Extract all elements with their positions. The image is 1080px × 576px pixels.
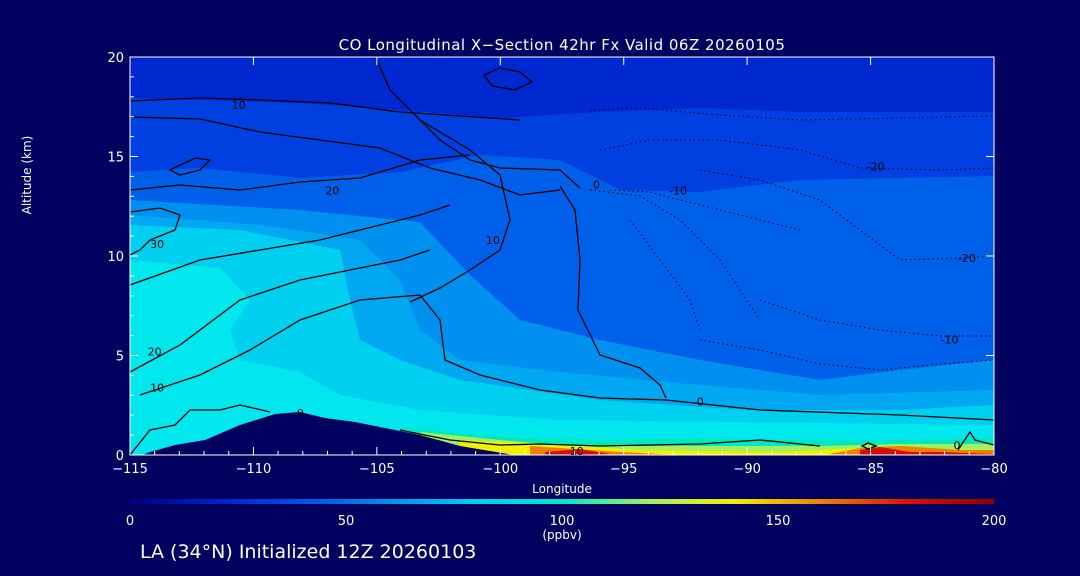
colorbar-tick-label: 50 (338, 514, 355, 529)
contour-label: 0 (297, 407, 304, 420)
contour-20-lower (130, 204, 451, 286)
y-tick-label: 10 (107, 250, 124, 265)
contour-surface-loop (130, 404, 271, 455)
colorbar-tick-label: 150 (766, 514, 791, 529)
contour-label: 30 (150, 238, 164, 251)
field-surface-red (860, 447, 994, 455)
concentration-field (130, 57, 994, 455)
contour-east-surface (957, 430, 994, 451)
dotted-neg10-north (589, 107, 994, 121)
contour-label: 10 (570, 445, 584, 458)
axis-tick-labels: −115 −110 −105 −100 −95 −90 −85 −80 0 5 10 15 20 (107, 51, 1007, 477)
dotted-south (699, 339, 994, 371)
contour-label: 0 (953, 439, 960, 452)
dotted-contours (589, 107, 994, 371)
contour-east-loop (860, 442, 878, 450)
y-tick-label: 5 (116, 350, 124, 365)
x-axis-title: Longitude (532, 482, 592, 496)
colorbar (130, 499, 994, 504)
dotted-neg20-east (699, 169, 994, 261)
dotted-neg20-north (599, 139, 994, 171)
contour-label: 20 (148, 346, 162, 359)
contour-label: -10 (669, 184, 687, 197)
colorbar-tick-label: 100 (550, 514, 575, 529)
x-tick-label: −115 (112, 462, 148, 477)
x-tick-label: −105 (359, 462, 395, 477)
contour-0-lower (139, 294, 994, 421)
contour-10-east (559, 185, 667, 399)
chart-title: CO Longitudinal X−Section 42hr Fx Valid … (338, 36, 786, 54)
contour-label: 10 (486, 234, 500, 247)
colorbar-unit: (ppbv) (542, 528, 582, 542)
contour-label: -20 (867, 160, 885, 173)
x-tick-label: −95 (610, 462, 637, 477)
colorbar-labels: 0 50 100 150 200 (126, 514, 1007, 529)
colorbar-tick-label: 200 (982, 514, 1007, 529)
contour-10-lower (130, 249, 431, 373)
contour-20-upper (130, 116, 561, 196)
y-tick-label: 20 (107, 51, 124, 66)
dotted-neg10-a (589, 189, 761, 321)
contour-0-surface (399, 429, 821, 447)
contour-label: -10 (941, 334, 959, 347)
x-tick-label: −100 (482, 462, 518, 477)
contour-label: 0 (697, 395, 704, 408)
contour-label: 10 (150, 381, 164, 394)
contour-label: 0 (593, 178, 600, 191)
contour-label-layer: 10 20 30 20 10 0 10 0 -10 0 -20 -20 -10 10 0 (148, 99, 976, 458)
contour-0-mid (419, 119, 581, 189)
y-tick-label: 15 (107, 151, 124, 166)
contour-lines (130, 57, 994, 455)
contour-10-mid (375, 57, 511, 303)
x-tick-label: −85 (857, 462, 884, 477)
contour-label: 10 (232, 99, 246, 112)
axis-ticks (129, 56, 995, 456)
contour-label: -20 (958, 252, 976, 265)
x-tick-label: −80 (980, 462, 1007, 477)
x-tick-label: −90 (733, 462, 760, 477)
x-tick-label: −110 (236, 462, 272, 477)
field-surface-red-west (545, 449, 610, 455)
field-band-bright-cyan (130, 260, 994, 455)
contour-20-mid (130, 154, 471, 191)
contour-inner-loop (168, 157, 212, 176)
contour-label: 20 (325, 184, 339, 197)
footer-caption: LA (34°N) Initialized 12Z 20260103 (140, 541, 477, 563)
y-axis-title: Altitude (km) (20, 135, 34, 215)
colorbar-tick-label: 0 (126, 514, 134, 529)
y-tick-label: 0 (116, 449, 124, 464)
terrain (142, 412, 514, 455)
contour-10-upper (130, 97, 521, 121)
contour-30 (130, 207, 181, 256)
contour-top-loop (482, 67, 534, 91)
